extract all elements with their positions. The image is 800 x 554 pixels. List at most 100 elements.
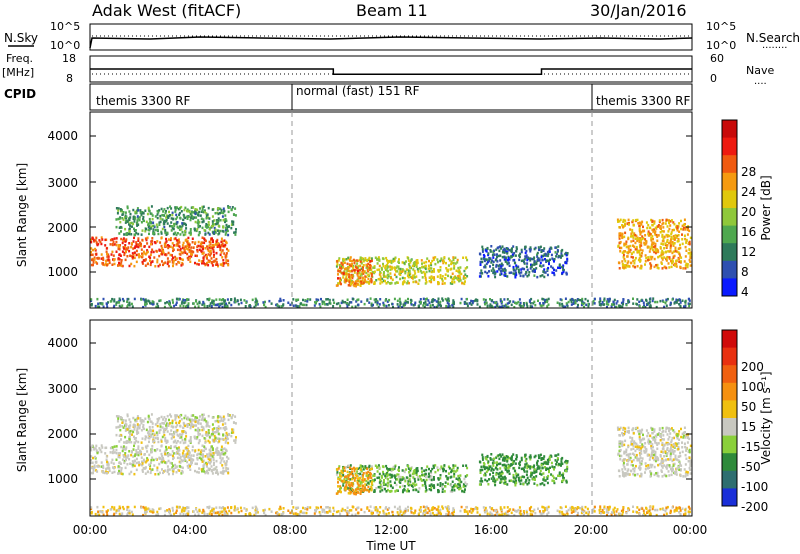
echo-cell: [642, 301, 645, 304]
echo-cell: [189, 436, 192, 439]
echo-cell: [115, 225, 118, 229]
echo-cell: [644, 243, 647, 246]
echo-cell: [161, 421, 164, 425]
echo-cell: [216, 245, 219, 248]
echo-cell: [648, 301, 651, 304]
echo-cell: [634, 237, 637, 240]
echo-cell: [100, 253, 103, 256]
echo-cell: [130, 429, 133, 433]
echo-cell: [159, 214, 162, 218]
echo-cell: [255, 299, 258, 303]
echo-cell: [93, 240, 96, 243]
echo-cell: [178, 213, 181, 216]
echo-cell: [571, 297, 574, 301]
echo-cell: [423, 301, 425, 305]
echo-cell: [144, 467, 147, 470]
echo-cell: [163, 225, 166, 229]
echo-cell: [542, 249, 545, 252]
echo-cell: [565, 271, 568, 275]
echo-cell: [633, 245, 636, 248]
echo-cell: [309, 298, 312, 301]
echo-cell: [481, 248, 484, 251]
echo-cell: [358, 258, 361, 262]
echo-cell: [364, 466, 367, 470]
echo-cell: [132, 222, 135, 226]
echo-cell: [201, 444, 204, 447]
echo-cell: [356, 274, 359, 277]
echo-cell: [234, 422, 237, 425]
echo-cell: [653, 250, 656, 254]
echo-cell: [370, 268, 373, 272]
echo-cell: [118, 301, 121, 304]
echo-cell: [225, 219, 228, 223]
echo-cell: [342, 484, 345, 487]
echo-cell: [166, 222, 169, 225]
echo-cell: [679, 254, 681, 257]
echo-cell: [172, 425, 175, 429]
echo-cell: [149, 301, 151, 305]
echo-cell: [383, 271, 385, 274]
echo-cell: [202, 453, 204, 456]
echo-cell: [432, 256, 435, 260]
echo-cell: [190, 458, 193, 461]
echo-cell: [122, 211, 125, 214]
echo-cell: [142, 259, 145, 262]
echo-cell: [437, 489, 440, 493]
echo-cell: [198, 248, 201, 252]
echo-cell: [427, 475, 430, 478]
echo-cell: [607, 303, 610, 306]
echo-cell: [125, 458, 127, 462]
echo-cell: [418, 267, 421, 270]
echo-cell: [366, 280, 369, 284]
echo-cell: [234, 438, 237, 442]
echo-cell: [557, 266, 559, 269]
echo-cell: [553, 481, 556, 485]
echo-cell: [546, 273, 549, 277]
echo-cell: [512, 272, 515, 275]
echo-cell: [401, 268, 404, 271]
echo-cell: [432, 464, 435, 468]
echo-cell: [508, 456, 511, 460]
echo-cell: [162, 251, 165, 255]
echo-cell: [495, 248, 498, 251]
echo-cell: [495, 301, 498, 304]
echo-cell: [453, 302, 455, 305]
echo-cell: [390, 475, 393, 479]
echo-cell: [204, 441, 207, 444]
echo-cell: [647, 234, 650, 237]
echo-cell: [546, 254, 549, 258]
echo-cell: [146, 262, 149, 266]
echo-cell: [375, 279, 378, 282]
echo-cell: [218, 232, 221, 235]
echo-cell: [205, 434, 208, 437]
echo-cell: [175, 222, 178, 226]
echo-cell: [124, 447, 127, 451]
echo-cell: [565, 273, 568, 276]
echo-cell: [223, 470, 225, 473]
echo-cell: [199, 207, 201, 210]
echo-cell: [119, 416, 122, 419]
echo-cell: [155, 457, 158, 461]
echo-cell: [133, 220, 136, 223]
echo-cell: [407, 479, 410, 483]
cpid-panel: CPID themis 3300 RF normal (fast) 151 RF…: [4, 83, 693, 111]
echo-cell: [642, 305, 645, 309]
echo-cell: [396, 270, 399, 273]
echo-cell: [162, 221, 165, 224]
echo-cell: [181, 459, 184, 463]
echo-cell: [412, 304, 415, 307]
echo-cell: [134, 453, 137, 456]
echo-cell: [620, 301, 623, 305]
echo-cell: [188, 458, 191, 462]
echo-cell: [220, 209, 223, 212]
echo-cell: [446, 301, 449, 305]
echo-cell: [633, 259, 636, 262]
echo-cell: [203, 304, 206, 308]
echo-cell: [339, 269, 342, 273]
echo-cell: [177, 468, 180, 472]
echo-cell: [407, 483, 410, 487]
echo-cell: [520, 268, 523, 271]
echo-cell: [210, 305, 213, 308]
echo-cell: [206, 455, 209, 459]
echo-cell: [91, 466, 93, 470]
